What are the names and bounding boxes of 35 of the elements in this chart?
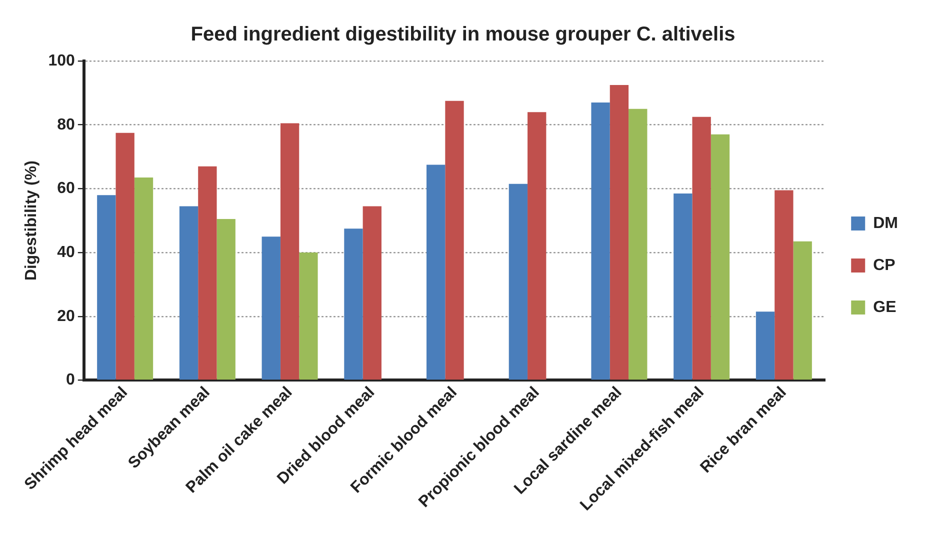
bar [710, 134, 730, 380]
bar [610, 84, 629, 380]
bar [362, 206, 382, 380]
chart-title: Feed ingredient digestibility in mouse grouper C. altivelis [190, 24, 736, 46]
y-tick-label: 80 [57, 116, 75, 134]
bar [134, 178, 154, 380]
legend-label: GE [873, 298, 897, 316]
bar [179, 206, 198, 380]
bar [591, 102, 610, 380]
bar [692, 116, 711, 380]
y-tick-label: 100 [48, 52, 75, 70]
bar [756, 312, 775, 380]
y-tick-label: 40 [57, 244, 75, 261]
bar [280, 123, 300, 380]
bar [508, 184, 528, 380]
bar [674, 193, 692, 380]
bar [116, 132, 134, 380]
bar [445, 100, 464, 380]
bar [793, 241, 812, 380]
bar [97, 195, 116, 380]
bar [344, 228, 363, 380]
legend-label: CP [873, 256, 896, 274]
y-tick-label: 60 [57, 180, 75, 198]
bar [426, 164, 446, 380]
bar [262, 236, 280, 380]
bar [198, 166, 217, 380]
y-axis-title: Digestibility (%) [23, 160, 40, 281]
y-tick-label: 0 [66, 372, 75, 389]
bar [628, 108, 648, 380]
y-tick-label: 20 [57, 308, 75, 325]
bar [299, 252, 318, 380]
legend-label: DM [873, 214, 898, 232]
bar [528, 112, 546, 380]
bar [216, 219, 236, 380]
bar [774, 190, 794, 380]
